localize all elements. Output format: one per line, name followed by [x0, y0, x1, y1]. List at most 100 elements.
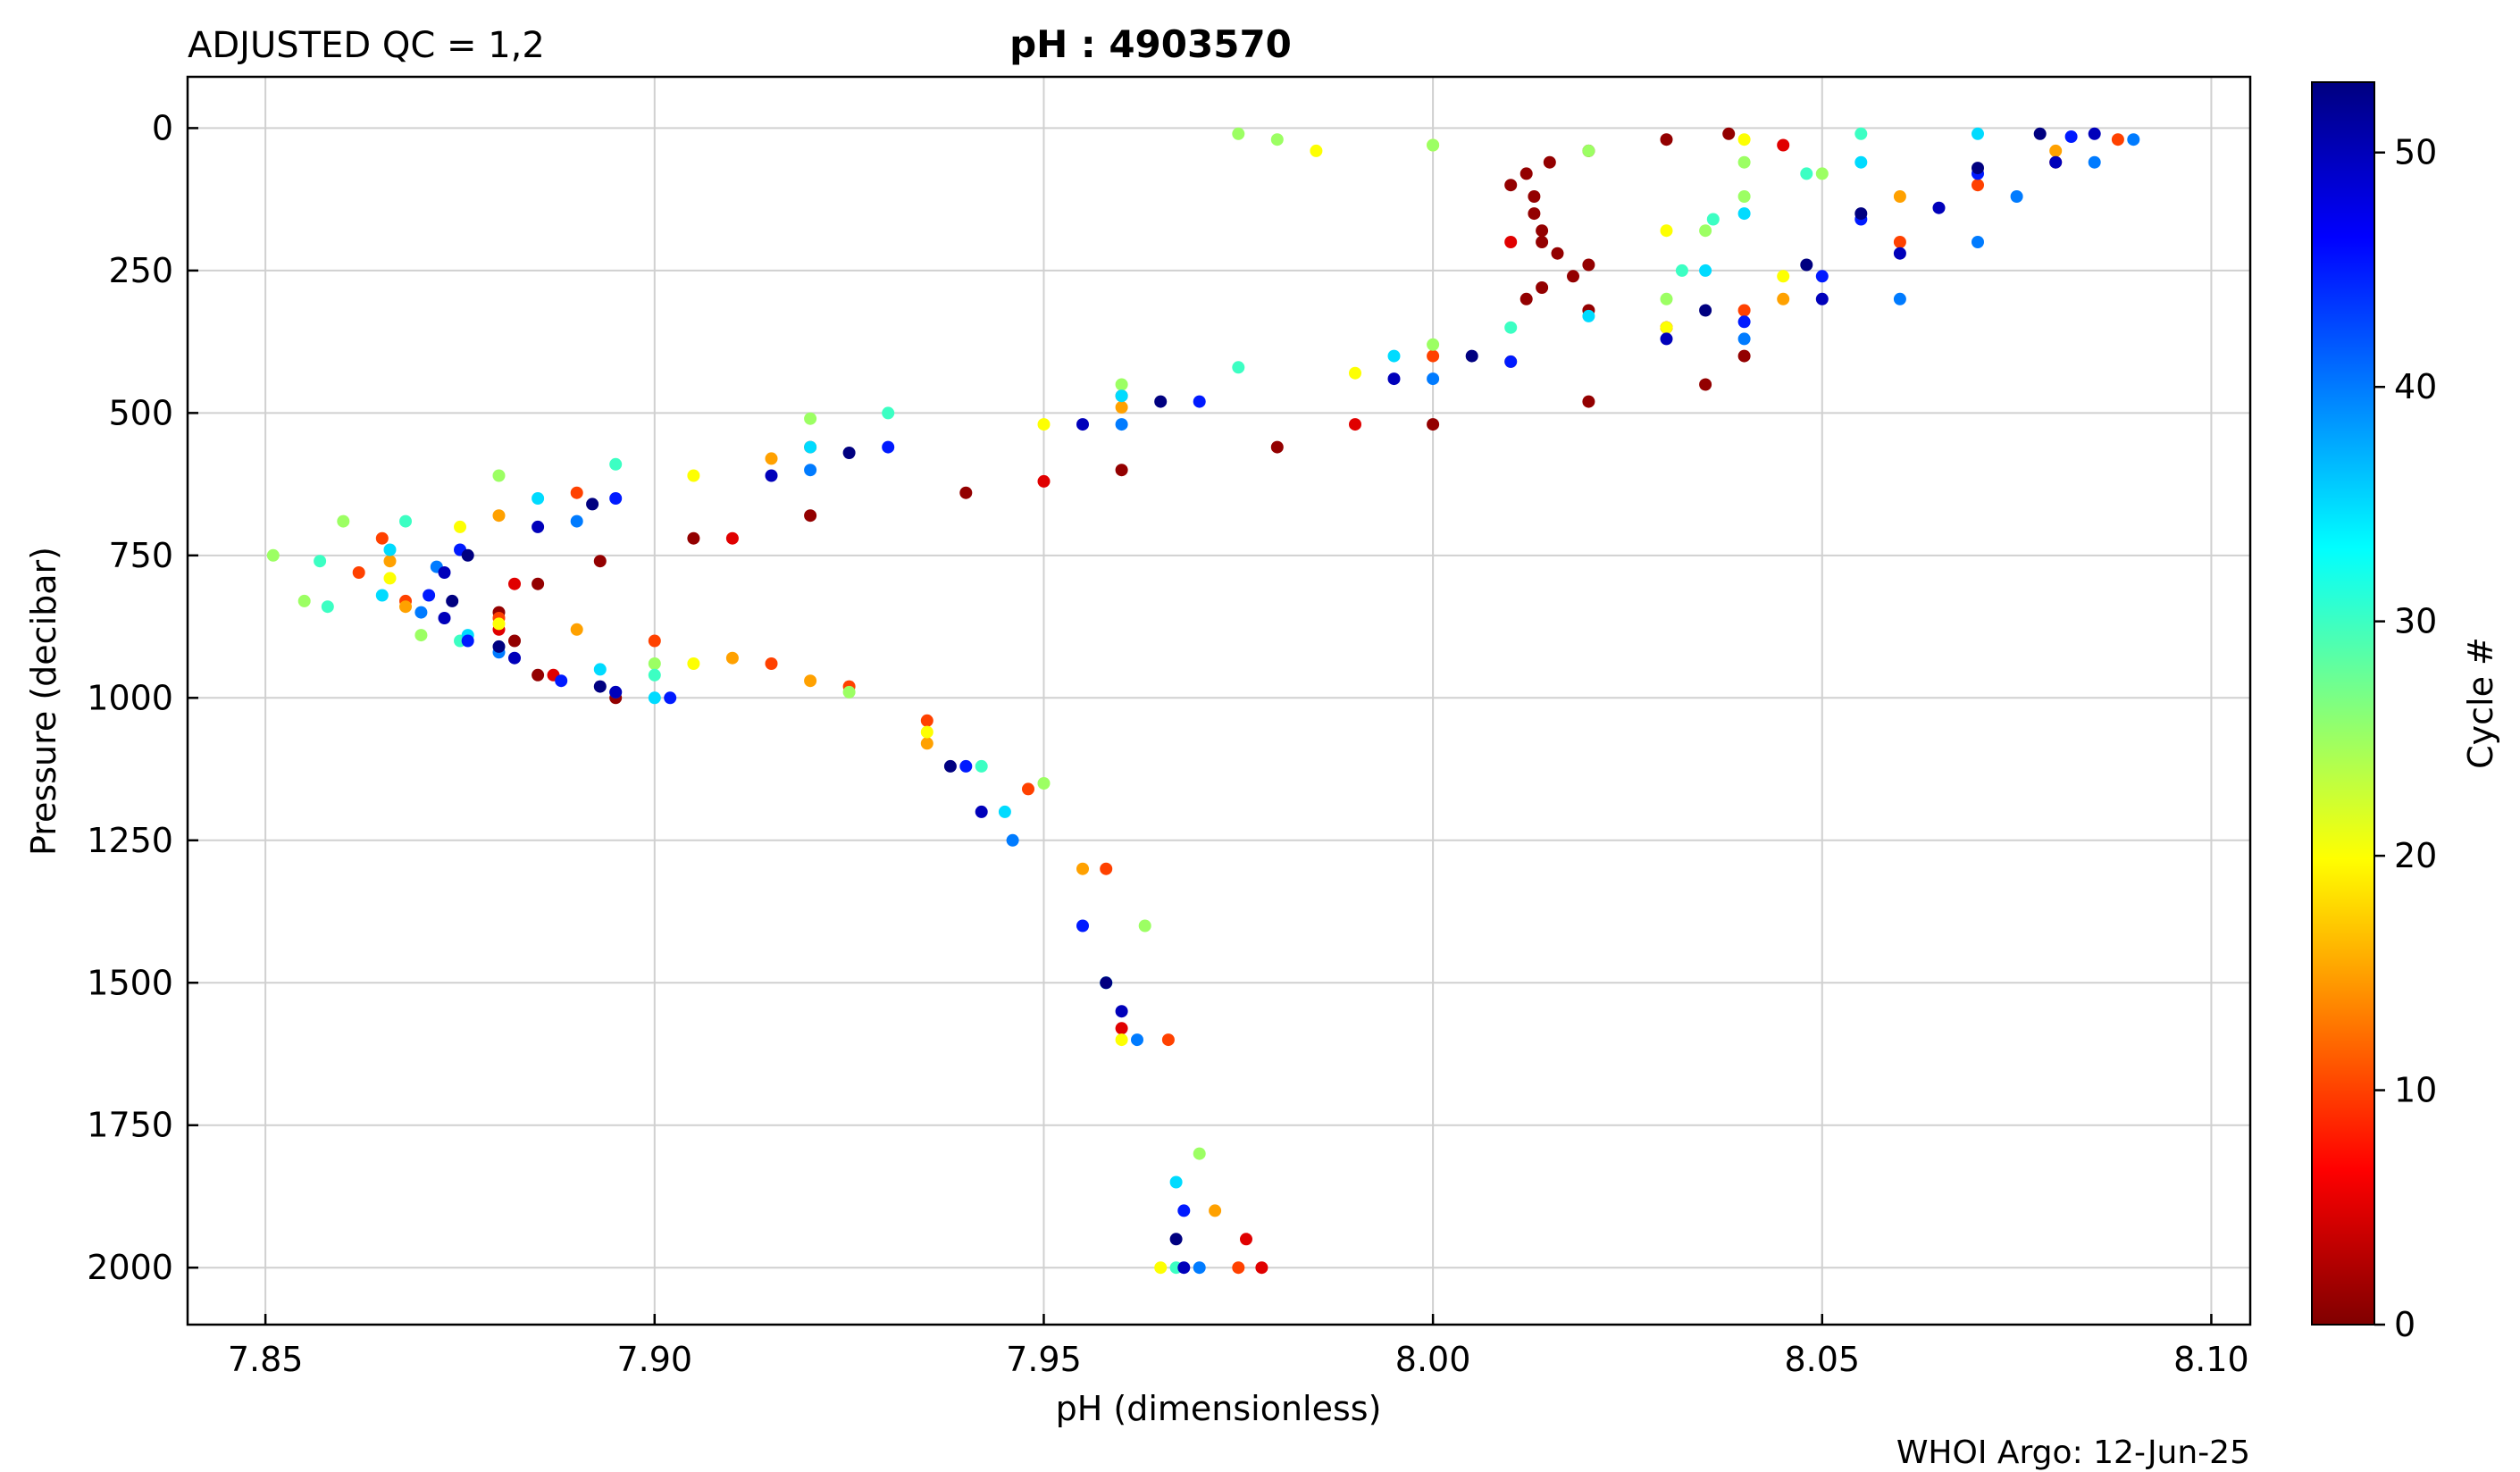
data-point	[1972, 179, 1984, 192]
data-point	[1427, 138, 1440, 152]
data-point	[1076, 919, 1089, 933]
data-point	[492, 469, 506, 482]
data-point	[1737, 155, 1751, 169]
data-point	[1567, 270, 1579, 283]
colorbar	[2311, 81, 2375, 1326]
data-point	[1737, 133, 1751, 146]
data-point	[383, 543, 397, 556]
data-point	[1387, 372, 1401, 386]
data-point	[1270, 133, 1284, 146]
data-point	[765, 469, 778, 482]
data-point	[1504, 321, 1518, 334]
data-point	[1551, 247, 1564, 260]
y-axis-ticks: 0 250 500 750 1000 1250 1500 1750 2000	[87, 108, 198, 1287]
data-point	[532, 577, 545, 590]
data-point	[1706, 213, 1720, 226]
data-point	[454, 520, 466, 533]
data-point	[1528, 190, 1541, 203]
data-point	[1815, 167, 1829, 180]
data-point	[1387, 349, 1401, 363]
data-point	[508, 651, 521, 665]
data-point	[1022, 782, 1034, 796]
data-point	[1193, 1147, 1206, 1160]
x-tick-label: 8.10	[2173, 1340, 2249, 1379]
data-point	[765, 657, 778, 670]
data-point	[842, 685, 856, 698]
data-point	[1161, 1033, 1175, 1047]
data-point	[1777, 270, 1790, 283]
colorbar-tick-label: 50	[2394, 133, 2437, 172]
data-point	[2049, 144, 2063, 157]
data-point	[1660, 292, 1673, 305]
y-tick-label: 2000	[87, 1248, 173, 1287]
data-point	[664, 691, 677, 705]
data-point	[804, 440, 817, 454]
data-point	[1169, 1233, 1183, 1246]
data-point	[593, 680, 607, 693]
data-point	[1504, 355, 1518, 368]
series-cycle-1	[492, 127, 1751, 705]
data-point	[1349, 418, 1361, 431]
data-point	[1737, 349, 1751, 363]
data-point	[532, 520, 545, 533]
data-point	[352, 566, 365, 579]
data-point	[609, 457, 623, 471]
data-point	[1115, 378, 1128, 391]
data-point	[570, 623, 583, 636]
data-point	[1854, 207, 1868, 221]
y-tick-label: 1500	[87, 963, 173, 1002]
data-point	[414, 606, 428, 619]
data-point	[383, 572, 397, 585]
y-tick-label: 0	[152, 108, 173, 147]
data-point	[297, 594, 311, 607]
data-point	[1177, 1204, 1191, 1217]
data-point	[1100, 862, 1113, 875]
data-point	[1037, 777, 1051, 790]
data-point	[648, 668, 661, 682]
data-point	[1893, 190, 1906, 203]
data-point	[1240, 1233, 1252, 1246]
data-point	[1154, 395, 1168, 408]
data-point	[975, 805, 988, 818]
data-point	[1972, 127, 1984, 140]
data-point	[998, 805, 1011, 818]
data-point	[882, 406, 895, 420]
data-point	[1815, 270, 1829, 283]
data-point	[1504, 179, 1518, 192]
data-point	[1115, 401, 1128, 414]
y-axis-label: Pressure (decibar)	[24, 547, 63, 856]
data-point	[687, 531, 700, 545]
data-point	[725, 531, 739, 545]
data-point	[1660, 321, 1673, 334]
data-point	[1115, 464, 1128, 477]
data-point	[920, 725, 933, 739]
data-point	[1582, 258, 1595, 272]
data-point	[1699, 378, 1712, 391]
data-point	[492, 617, 506, 631]
x-tick-label: 7.90	[616, 1340, 692, 1379]
data-point	[1800, 167, 1813, 180]
data-point	[648, 634, 661, 648]
data-point	[1536, 281, 1549, 294]
data-point	[609, 685, 623, 698]
x-tick-label: 8.05	[1784, 1340, 1860, 1379]
data-point	[461, 634, 474, 648]
data-point	[1209, 1204, 1222, 1217]
data-point	[804, 509, 817, 523]
series-cycle-25	[266, 127, 1829, 1160]
colorbar-tick-label: 40	[2394, 367, 2437, 406]
data-point	[1255, 1261, 1268, 1275]
data-point	[882, 440, 895, 454]
data-point	[1427, 338, 1440, 351]
data-point	[399, 600, 412, 614]
data-point	[1722, 127, 1736, 140]
data-point	[1737, 190, 1751, 203]
data-point	[1536, 224, 1549, 238]
colorbar-label: Cycle #	[2461, 637, 2500, 769]
data-point	[687, 657, 700, 670]
colorbar-tick-label: 20	[2394, 836, 2437, 875]
data-point	[1465, 349, 1478, 363]
data-point	[446, 594, 459, 607]
series-cycle-40	[414, 133, 2140, 1275]
grid-lines	[188, 77, 2250, 1325]
